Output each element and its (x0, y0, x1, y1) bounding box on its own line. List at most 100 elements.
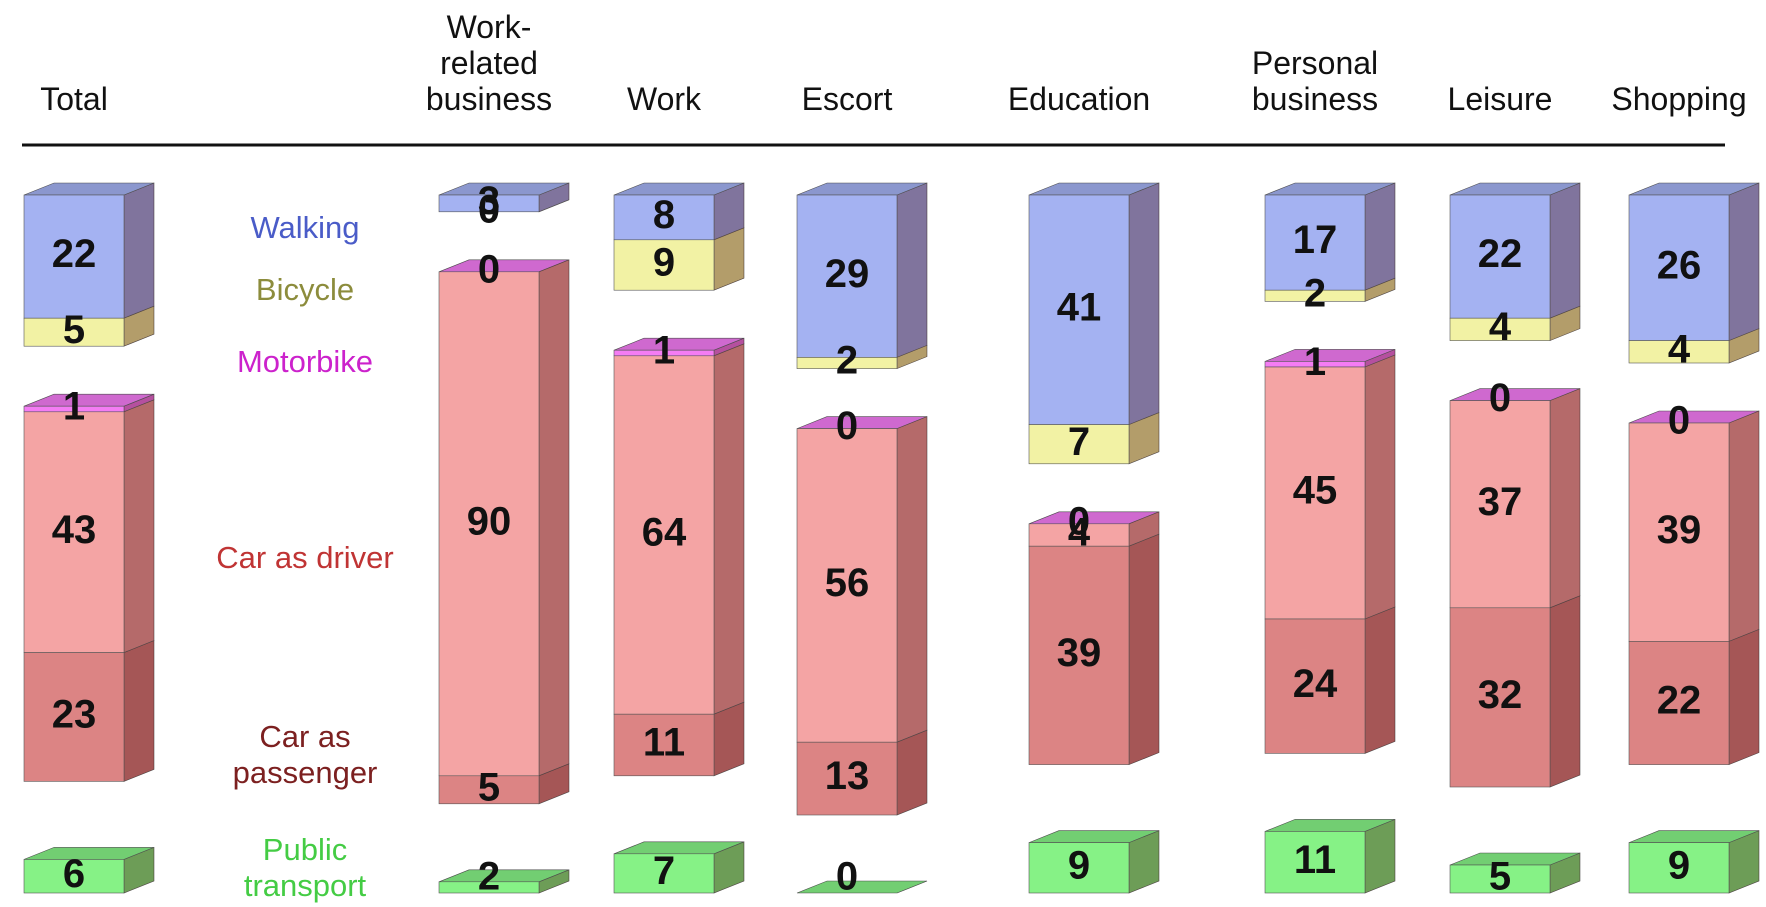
value-label: 5 (63, 308, 85, 352)
category-label: Education (1007, 81, 1151, 117)
bar-segment (796, 194, 898, 358)
value-label: 29 (825, 252, 870, 296)
value-label: 24 (1293, 662, 1338, 706)
bar-segment (438, 194, 540, 213)
value-label: 0 (478, 187, 500, 231)
legend-label: Car as passenger (232, 719, 378, 790)
legend-label: Motorbike (236, 344, 374, 379)
value-label: 22 (1657, 679, 1702, 723)
bar-side-shade (124, 640, 154, 782)
value-label: 13 (825, 754, 870, 798)
bar-top-shade (1629, 183, 1759, 195)
bar-segment (23, 317, 125, 347)
category-label: Escort (801, 81, 893, 117)
bar-top-shade (1265, 349, 1395, 362)
bar-segment (1628, 842, 1730, 894)
bar-side-shade (1365, 349, 1395, 367)
bar-side-shade (539, 763, 569, 804)
bar-top-shade (614, 841, 744, 854)
value-label: 0 (478, 247, 500, 291)
value-label: 0 (1068, 499, 1090, 543)
value-label: 9 (653, 241, 675, 285)
bar-segment (1028, 545, 1130, 765)
bar-top-shade (1450, 183, 1580, 195)
bar-side-shade (1550, 595, 1580, 787)
value-label: 41 (1057, 285, 1102, 329)
bar-side-shade (1729, 183, 1759, 341)
bar-segment (23, 411, 125, 653)
bar-side-shade (1365, 355, 1395, 619)
value-label: 1 (653, 329, 675, 373)
bar-top-shade (439, 183, 569, 195)
bar-top-shade (439, 869, 569, 882)
bar-segment (23, 859, 125, 894)
value-label: 45 (1293, 469, 1338, 513)
bar-side-shade (897, 730, 927, 815)
bar-top (796, 880, 928, 894)
bar-segment (1628, 194, 1730, 341)
bar-segment (1449, 864, 1551, 894)
bar-top-shade (797, 881, 927, 893)
value-label: 39 (1057, 631, 1102, 675)
bar-side-shade (714, 227, 744, 291)
bar-segment (1264, 366, 1366, 620)
bar-segment (1449, 400, 1551, 609)
bar-segment (1628, 641, 1730, 765)
bar-side-shade (124, 306, 154, 347)
value-label: 4 (1489, 305, 1512, 349)
category-label: Work (626, 81, 702, 117)
bar-segment (1264, 831, 1366, 894)
bar-side-shade (714, 338, 744, 356)
bar-side-shade (1365, 278, 1395, 302)
value-label: 9 (1668, 843, 1690, 887)
value-label: 56 (825, 561, 870, 605)
bar-top-shade (439, 259, 569, 272)
value-label: 22 (52, 232, 97, 276)
bar-segment (1028, 194, 1130, 425)
bar-segment (438, 271, 540, 777)
value-label: 11 (1294, 838, 1336, 882)
bar-segment (613, 853, 715, 894)
bar-segment (613, 355, 715, 715)
bar-segment (438, 881, 540, 894)
bar-segment (1264, 194, 1366, 291)
bar-top-shade (1265, 819, 1395, 832)
bar-segment (1028, 842, 1130, 894)
value-label: 9 (1068, 843, 1090, 887)
value-label: 0 (836, 404, 858, 448)
bar-side-shade (1550, 306, 1580, 341)
bar-side-shade (714, 343, 744, 715)
bar-side-shade (1129, 830, 1159, 893)
bar-side-shade (124, 394, 154, 412)
bar-side-shade (539, 183, 569, 212)
bar-segment (1449, 317, 1551, 341)
value-label: 64 (642, 511, 687, 555)
bar-side-shade (1550, 183, 1580, 319)
bar-segment (1264, 289, 1366, 302)
value-label: 6 (63, 852, 85, 896)
bar-segment (1449, 194, 1551, 319)
value-label: 2 (1304, 271, 1326, 315)
bar-segment (438, 775, 540, 805)
bar-segment (613, 194, 715, 241)
bar-top-shade (797, 183, 927, 195)
legend-label: Walking (250, 210, 360, 245)
bar-top-shade (1629, 830, 1759, 843)
bar-side-shade (1365, 819, 1395, 893)
bar-top-shade (797, 416, 927, 429)
bar-top-shade (614, 183, 744, 195)
bar-side-shade (1550, 388, 1580, 608)
value-label: 5 (478, 765, 500, 809)
value-label: 1 (63, 385, 85, 429)
value-label: 26 (1657, 243, 1702, 287)
bar-segment (1264, 618, 1366, 754)
category-label: Work-related business (425, 9, 553, 117)
bar-side-shade (1729, 328, 1759, 363)
bar-segment (796, 428, 898, 743)
value-label: 7 (653, 849, 675, 893)
bar-side-shade (1365, 183, 1395, 291)
value-label: 2 (478, 855, 500, 899)
legend-label: Public transport (243, 832, 367, 903)
